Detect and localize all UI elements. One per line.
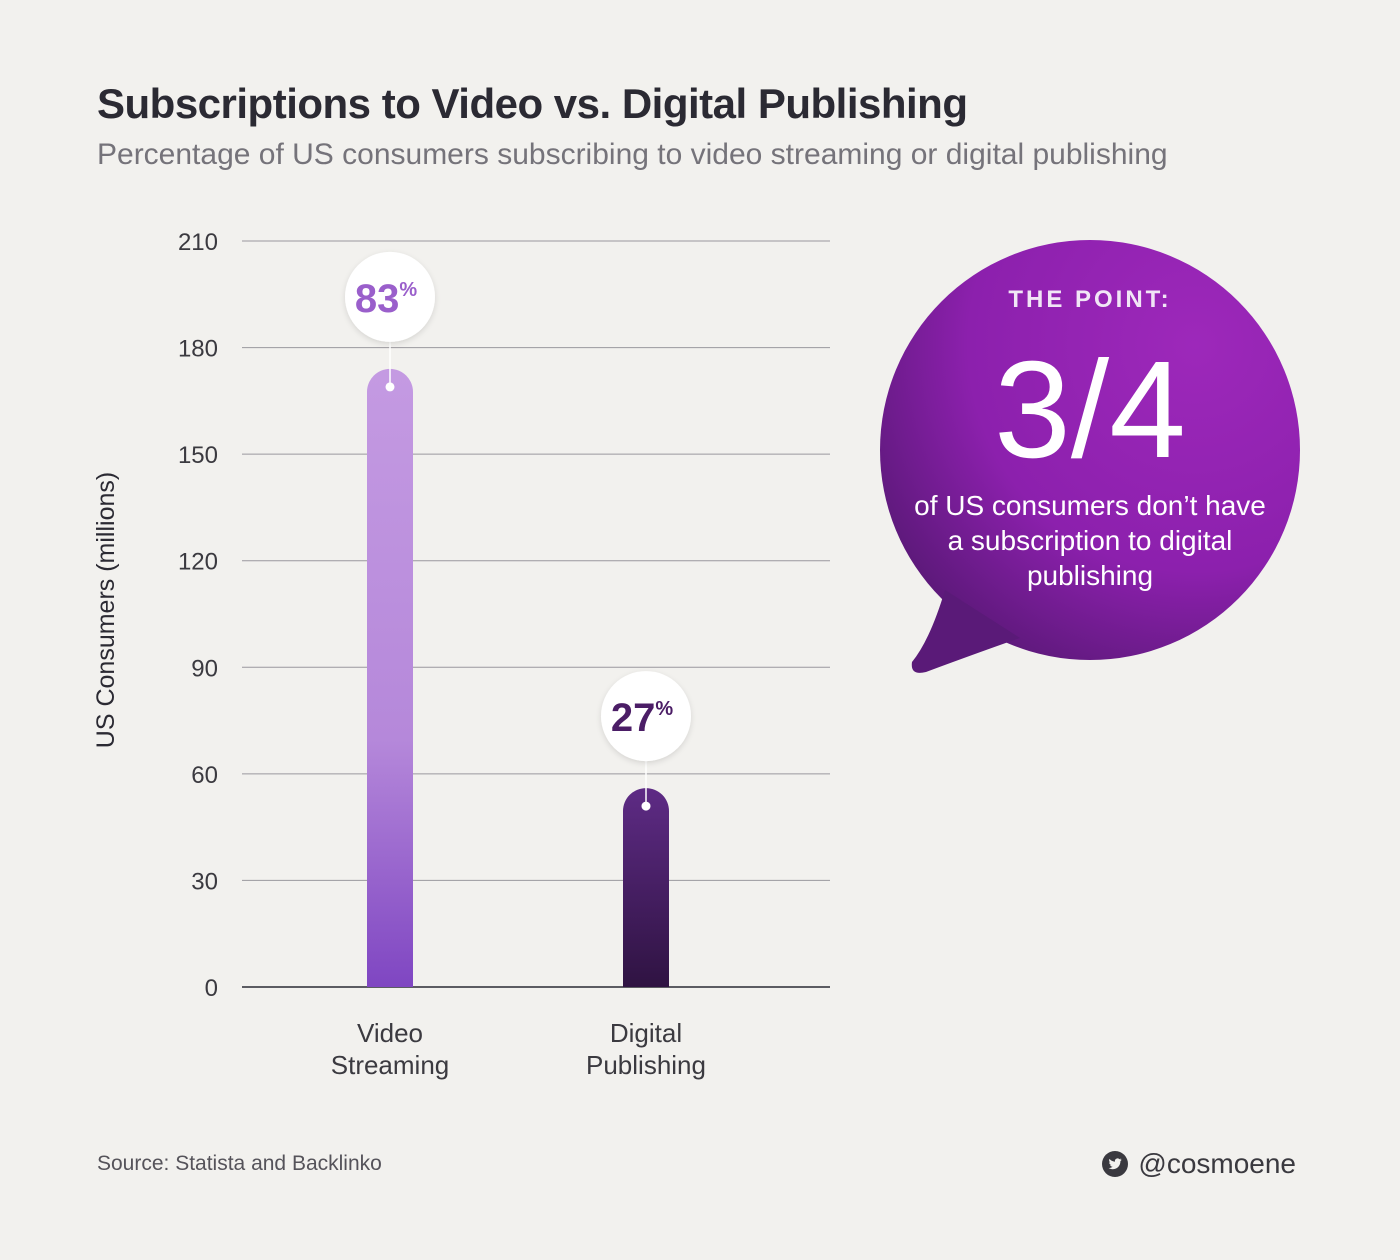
y-tick-label: 150 bbox=[178, 442, 218, 469]
x-tick-label: Digital bbox=[610, 1018, 682, 1048]
y-tick-label: 60 bbox=[191, 762, 218, 789]
chart-subtitle: Percentage of US consumers subscribing t… bbox=[97, 138, 1168, 171]
y-tick-label: 180 bbox=[178, 336, 218, 363]
twitter-icon bbox=[1102, 1151, 1129, 1177]
bar bbox=[367, 368, 413, 987]
callout-bubble bbox=[880, 240, 1300, 673]
handle-text: @cosmoene bbox=[1138, 1148, 1296, 1179]
data-label-bubble bbox=[601, 671, 691, 762]
callout-text: of US consumers don’t have a subscriptio… bbox=[914, 490, 1266, 591]
data-label: 27% bbox=[611, 696, 674, 740]
x-tick-label: Streaming bbox=[331, 1050, 450, 1080]
y-tick-label: 30 bbox=[191, 868, 218, 895]
y-tick-label: 90 bbox=[191, 655, 218, 682]
y-tick-label: 210 bbox=[178, 229, 218, 256]
callout-heading: THE POINT: bbox=[1008, 286, 1172, 313]
source-note: Source: Statista and Backlinko bbox=[97, 1152, 382, 1175]
social-handle[interactable]: @cosmoene bbox=[1102, 1148, 1296, 1180]
data-label-bubble bbox=[345, 251, 435, 342]
callout-fraction: 3/4 bbox=[994, 333, 1186, 487]
x-tick-label: Video bbox=[357, 1018, 423, 1048]
y-tick-label: 120 bbox=[178, 549, 218, 576]
y-tick-label: 0 bbox=[205, 975, 218, 1002]
chart-title: Subscriptions to Video vs. Digital Publi… bbox=[97, 80, 968, 127]
x-tick-label: Publishing bbox=[586, 1050, 706, 1080]
y-axis-label: US Consumers (millions) bbox=[92, 472, 120, 748]
data-label: 83% bbox=[355, 277, 418, 321]
bar bbox=[623, 788, 669, 987]
